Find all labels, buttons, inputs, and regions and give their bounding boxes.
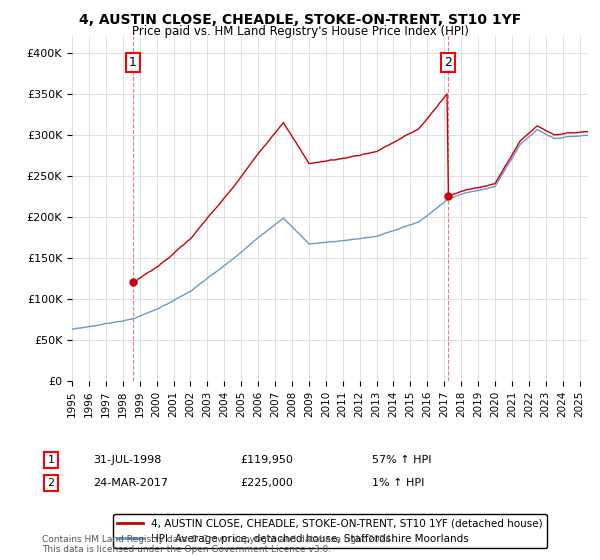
- Text: 1% ↑ HPI: 1% ↑ HPI: [372, 478, 424, 488]
- Text: 4, AUSTIN CLOSE, CHEADLE, STOKE-ON-TRENT, ST10 1YF: 4, AUSTIN CLOSE, CHEADLE, STOKE-ON-TRENT…: [79, 13, 521, 27]
- Text: 31-JUL-1998: 31-JUL-1998: [93, 455, 161, 465]
- Text: 1: 1: [128, 56, 137, 69]
- Text: Price paid vs. HM Land Registry's House Price Index (HPI): Price paid vs. HM Land Registry's House …: [131, 25, 469, 38]
- Text: 24-MAR-2017: 24-MAR-2017: [93, 478, 168, 488]
- Text: £225,000: £225,000: [240, 478, 293, 488]
- Text: Contains HM Land Registry data © Crown copyright and database right 2024.
This d: Contains HM Land Registry data © Crown c…: [42, 535, 394, 554]
- Text: 57% ↑ HPI: 57% ↑ HPI: [372, 455, 431, 465]
- Text: 1: 1: [47, 455, 55, 465]
- Legend: 4, AUSTIN CLOSE, CHEADLE, STOKE-ON-TRENT, ST10 1YF (detached house), HPI: Averag: 4, AUSTIN CLOSE, CHEADLE, STOKE-ON-TRENT…: [113, 514, 547, 548]
- Text: £119,950: £119,950: [240, 455, 293, 465]
- Text: 2: 2: [47, 478, 55, 488]
- Text: 2: 2: [444, 56, 452, 69]
